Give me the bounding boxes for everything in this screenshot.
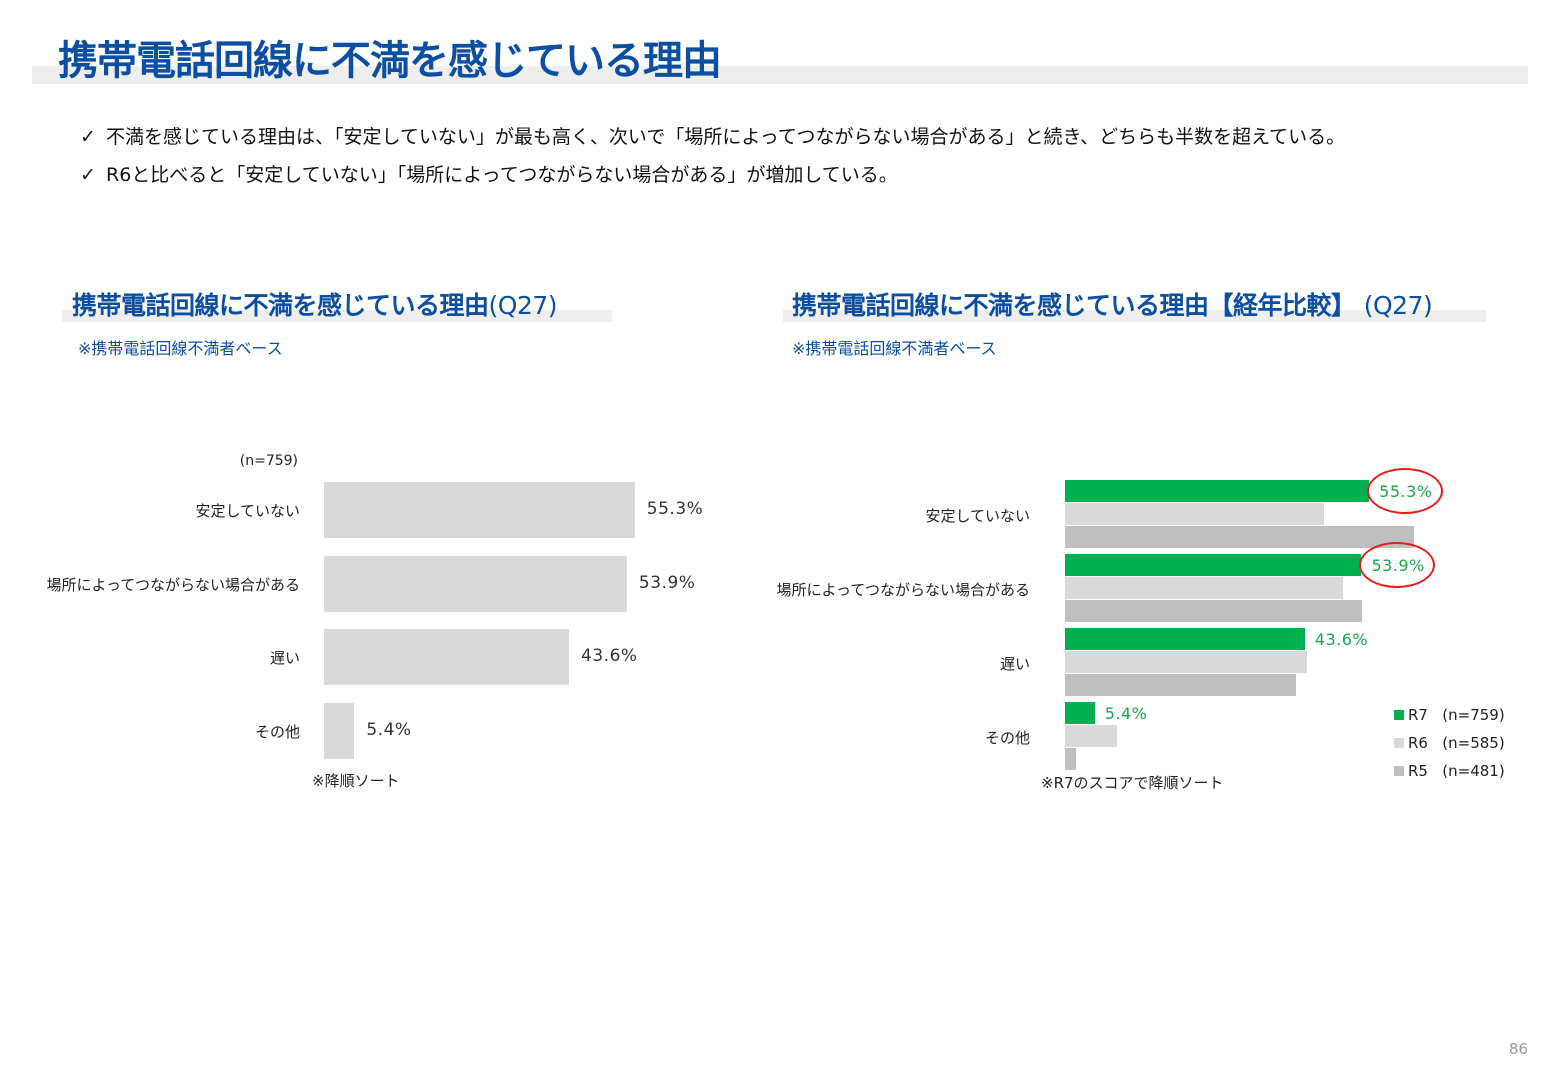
legend-series-n: (n=585) (1442, 734, 1505, 752)
legend-item-r5: R5 (n=481) (1394, 762, 1505, 780)
legend-item-r6: R6 (n=585) (1394, 734, 1505, 752)
bar-r7 (1065, 628, 1305, 650)
value-label-r7: 43.6% (1314, 630, 1369, 649)
left-panel-title: 携帯電話回線に不満を感じている理由(Q27) (72, 286, 558, 322)
highlight-ring (1359, 542, 1436, 588)
right-panel-question: (Q27) (1363, 291, 1433, 320)
bar-r6 (1065, 577, 1343, 599)
bar-r5 (1065, 600, 1362, 622)
bar-r7 (1065, 480, 1370, 502)
bar-r6 (1065, 503, 1324, 525)
bar (324, 482, 635, 538)
value-label: 5.4% (366, 719, 412, 740)
left-panel-title-band (62, 310, 612, 322)
category-label: 場所によってつながらない場合がある (776, 580, 1030, 599)
right-chart-sort-note: ※R7のスコアで降順ソート (1041, 774, 1224, 792)
page-title: 携帯電話回線に不満を感じている理由 (58, 38, 722, 84)
highlight-ring (1367, 468, 1444, 514)
summary-bullets: ✓ 不満を感じている理由は、「安定していない」が最も高く、次いで「場所によってつな… (80, 118, 1345, 194)
value-label: 43.6% (581, 646, 638, 666)
summary-bullet-text: 不満を感じている理由は、「安定していない」が最も高く、次いで「場所によってつなが… (106, 126, 1346, 148)
legend-item-r7: R7 (n=759) (1394, 706, 1505, 724)
bar-r5 (1065, 526, 1415, 548)
bar-r6 (1065, 651, 1307, 673)
bar (324, 702, 355, 759)
right-panel-title-text: 携帯電話回線に不満を感じている理由【経年比較】 (792, 291, 1356, 320)
bar-r7 (1065, 702, 1095, 724)
left-panel-question: (Q27) (488, 291, 558, 320)
legend-swatch-r5 (1394, 766, 1404, 776)
left-chart-sort-note: ※降順ソート (312, 772, 400, 790)
left-chart-n-label: (n=759) (239, 453, 298, 469)
legend-series-name: R6 (1408, 734, 1428, 752)
title-underline-band (32, 66, 1528, 84)
bar-r5 (1065, 748, 1076, 770)
value-label: 55.3% (646, 499, 704, 519)
right-panel-title: 携帯電話回線に不満を感じている理由【経年比較】 (Q27) (792, 286, 1433, 322)
left-panel-base-note: ※携帯電話回線不満者ベース (78, 339, 283, 358)
category-label: その他 (984, 728, 1030, 747)
left-panel-title-text: 携帯電話回線に不満を感じている理由 (72, 291, 489, 320)
right-panel-title-band (783, 310, 1486, 322)
legend-series-name: R5 (1408, 762, 1428, 780)
bar-r6 (1065, 725, 1118, 747)
category-label: 場所によってつながらない場合がある (46, 575, 300, 594)
legend-series-name: R7 (1408, 706, 1428, 724)
category-label: その他 (254, 722, 300, 741)
value-label: 53.9% (638, 572, 696, 593)
legend-series-n: (n=759) (1442, 706, 1505, 724)
bar (324, 629, 570, 685)
summary-bullet-text: R6と比べると「安定していない」「場所によってつながらない場合がある」が増加して… (106, 164, 898, 186)
page-number: 86 (1508, 1040, 1528, 1058)
bar-r5 (1065, 674, 1296, 696)
check-icon: ✓ (80, 126, 96, 148)
legend-series-n: (n=481) (1442, 762, 1505, 780)
summary-bullet: ✓ 不満を感じている理由は、「安定していない」が最も高く、次いで「場所によってつな… (80, 118, 1345, 156)
check-icon: ✓ (80, 164, 96, 186)
category-label: 安定していない (195, 502, 300, 520)
legend-swatch-r6 (1394, 738, 1404, 748)
bar-r7 (1065, 554, 1362, 576)
value-label-r7: 5.4% (1104, 704, 1148, 723)
legend-swatch-r7 (1394, 710, 1404, 720)
category-label: 遅い (269, 649, 300, 667)
category-label: 安定していない (925, 506, 1030, 525)
category-label: 遅い (999, 654, 1030, 673)
right-panel-base-note: ※携帯電話回線不満者ベース (792, 339, 997, 358)
bar (324, 555, 627, 612)
summary-bullet: ✓ R6と比べると「安定していない」「場所によってつながらない場合がある」が増加し… (80, 156, 1345, 194)
